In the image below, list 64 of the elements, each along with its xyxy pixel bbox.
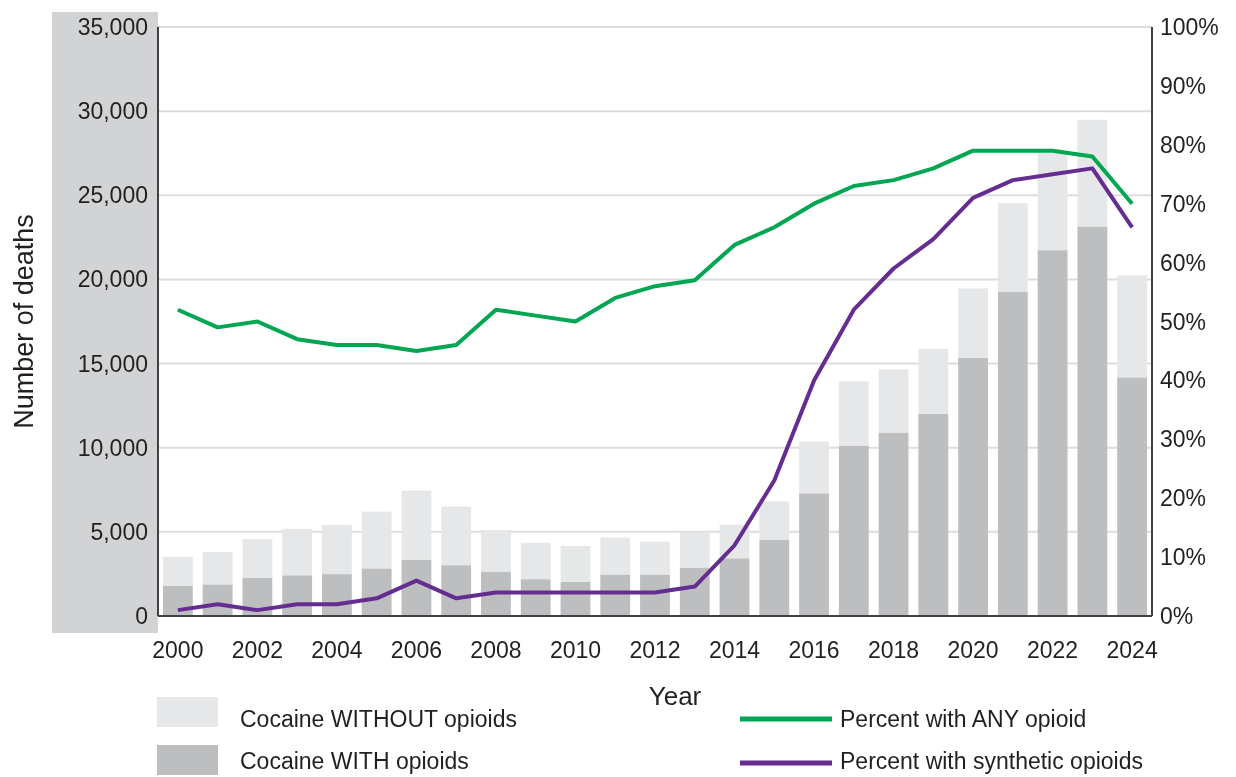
x-tick-label: 2000 — [152, 637, 204, 663]
y2-tick-label: 90% — [1160, 72, 1207, 99]
bar — [759, 539, 790, 616]
x-tick-label: 2018 — [867, 637, 920, 663]
bar — [1037, 250, 1068, 616]
y-tick-label: 0 — [135, 603, 148, 630]
bar — [838, 381, 869, 446]
y2-tick-label: 60% — [1160, 249, 1207, 276]
bar — [958, 357, 988, 616]
y-tick-label: 25,000 — [77, 182, 148, 209]
bar — [520, 542, 551, 580]
y-tick-label: 15,000 — [77, 350, 148, 377]
y2-tick-label: 80% — [1160, 131, 1207, 158]
bar — [361, 568, 392, 616]
bar — [242, 538, 273, 578]
bar — [1117, 377, 1148, 616]
x-tick-label: 2014 — [708, 637, 761, 663]
y2-tick-label: 20% — [1160, 485, 1207, 512]
bar — [958, 288, 988, 358]
x-tick-label: 2004 — [311, 637, 363, 663]
y2-tick-label: 10% — [1160, 544, 1207, 571]
y2-tick-label: 50% — [1160, 308, 1207, 335]
x-tick-label: 2024 — [1106, 637, 1158, 663]
bar — [878, 432, 909, 616]
bar — [719, 558, 750, 616]
y-tick-label: 10,000 — [77, 434, 148, 461]
bar — [1077, 226, 1108, 616]
bar — [918, 413, 949, 616]
x-tick-label: 2012 — [629, 637, 681, 663]
bar — [202, 552, 233, 585]
x-tick-label: 2022 — [1027, 637, 1079, 663]
y-tick-label: 20,000 — [77, 266, 148, 293]
y-tick-label: 30,000 — [77, 98, 148, 125]
bar — [600, 537, 631, 575]
x-axis-title: Year — [648, 681, 702, 711]
bar — [441, 565, 472, 616]
line-series — [175, 166, 1135, 613]
legend-label: Cocaine WITHOUT opioids — [240, 706, 517, 732]
line-series — [175, 148, 1135, 353]
legend-label: Percent with ANY opioid — [840, 706, 1087, 732]
bar — [560, 545, 591, 582]
y2-tick-label: 70% — [1160, 190, 1207, 217]
bar — [162, 556, 193, 586]
y-axis-title: Number of deaths — [9, 214, 39, 429]
x-tick-label: 2008 — [470, 637, 522, 663]
x-tick-label: 2020 — [947, 637, 999, 663]
y-tick-label: 5,000 — [90, 518, 148, 545]
legend-label: Percent with synthetic opioids — [840, 748, 1143, 774]
bar — [997, 291, 1028, 616]
x-tick-label: 2016 — [788, 637, 840, 663]
x-tick-label: 2006 — [390, 637, 443, 663]
legend-label: Cocaine WITH opioids — [240, 748, 469, 774]
bar — [799, 493, 829, 616]
y2-tick-label: 40% — [1160, 367, 1207, 394]
bar — [162, 585, 193, 616]
y2-tick-label: 0% — [1160, 603, 1194, 630]
y2-tick-label: 30% — [1160, 426, 1207, 453]
bar — [640, 541, 670, 575]
bar — [878, 369, 909, 433]
y-tick-label: 35,000 — [77, 14, 148, 41]
x-tick-label: 2002 — [231, 637, 283, 663]
bar — [838, 445, 869, 616]
y2-tick-label: 100% — [1160, 14, 1219, 41]
x-tick-label: 2010 — [549, 637, 602, 663]
